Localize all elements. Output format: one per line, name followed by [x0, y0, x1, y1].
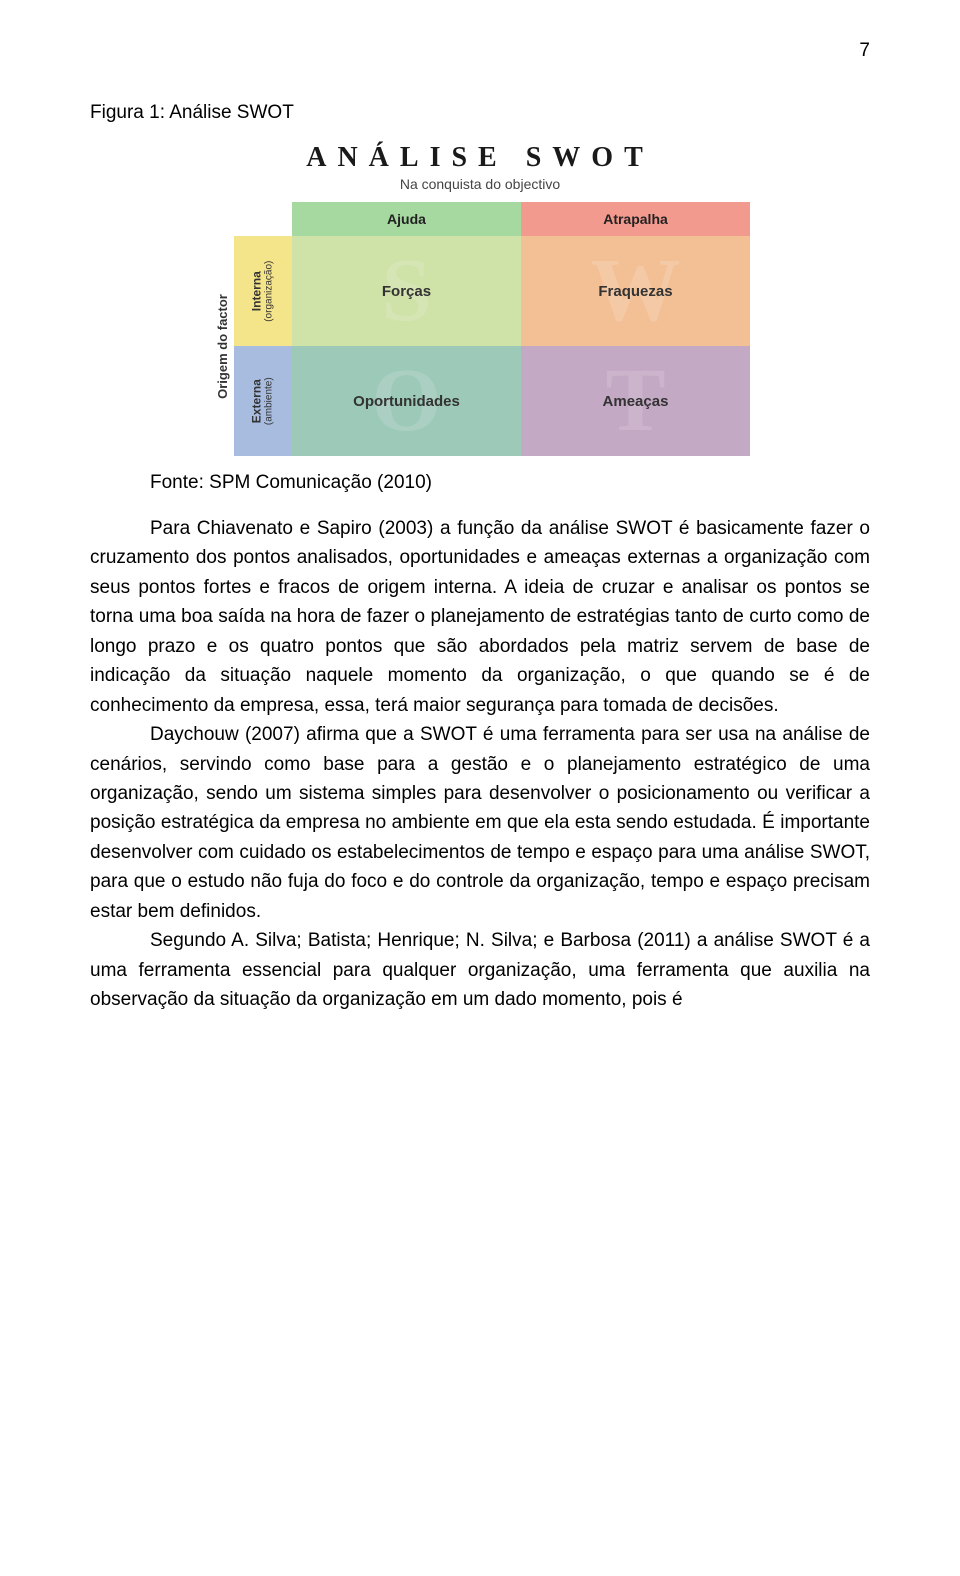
swot-col-header-hurts: Atrapalha: [521, 202, 750, 236]
swot-quad-t: T Ameaças: [521, 346, 750, 456]
swot-quad-w: W Fraquezas: [521, 236, 750, 346]
swot-quad-s-label: Forças: [382, 283, 431, 300]
swot-row-external-sublabel: (ambiente): [264, 377, 276, 425]
swot-title: ANÁLISE SWOT: [210, 142, 750, 174]
swot-side-axis-label: Origem do factor: [215, 294, 230, 399]
swot-quad-w-label: Fraquezas: [598, 283, 672, 300]
swot-row-external-label: Externa: [250, 379, 264, 423]
swot-grid: Origem do factor Ajuda Atrapalha Interna…: [210, 202, 750, 456]
paragraph-3: Segundo A. Silva; Batista; Henrique; N. …: [90, 926, 870, 1014]
swot-col-header-hurts-label: Atrapalha: [603, 211, 668, 227]
swot-quad-t-label: Ameaças: [603, 393, 669, 410]
swot-quad-o: O Oportunidades: [292, 346, 521, 456]
swot-col-header-helps-label: Ajuda: [387, 211, 426, 227]
swot-row-header-internal-inner: Interna (organização): [250, 260, 276, 321]
page-number: 7: [90, 40, 870, 62]
swot-side-axis: Origem do factor: [210, 236, 234, 456]
swot-quad-s: S Forças: [292, 236, 521, 346]
swot-row-internal-label: Interna: [250, 271, 264, 311]
swot-col-header-helps: Ajuda: [292, 202, 521, 236]
swot-diagram: ANÁLISE SWOT Na conquista do objectivo O…: [210, 142, 750, 456]
paragraph-2: Daychouw (2007) afirma que a SWOT é uma …: [90, 720, 870, 926]
swot-quad-o-label: Oportunidades: [353, 393, 460, 410]
paragraph-1: Para Chiavenato e Sapiro (2003) a função…: [90, 514, 870, 720]
swot-row-header-internal: Interna (organização): [234, 236, 292, 346]
figure-source: Fonte: SPM Comunicação (2010): [90, 472, 870, 494]
swot-row-internal-sublabel: (organização): [264, 260, 276, 321]
figure-caption: Figura 1: Análise SWOT: [90, 102, 870, 124]
swot-row-header-external: Externa (ambiente): [234, 346, 292, 456]
swot-corner-blank: [234, 202, 292, 236]
swot-row-header-external-inner: Externa (ambiente): [250, 377, 276, 425]
swot-subtitle: Na conquista do objectivo: [210, 176, 750, 192]
